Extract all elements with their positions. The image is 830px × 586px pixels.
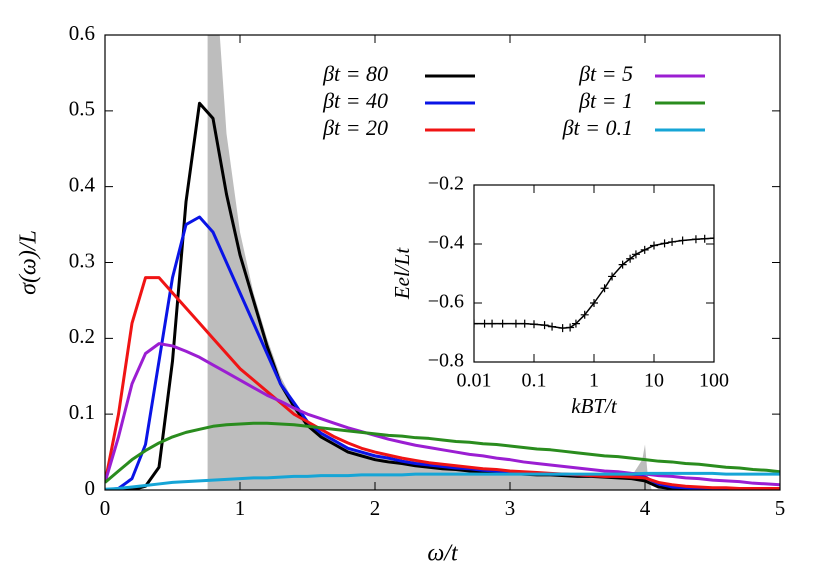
y-tick-label: 0.3 <box>69 248 95 272</box>
marker <box>540 321 549 330</box>
marker <box>691 235 700 244</box>
legend-label: βt = 80 <box>322 61 388 86</box>
x-tick-label: 10 <box>644 370 664 392</box>
marker <box>548 322 557 331</box>
x-tick-label: 1 <box>589 370 599 392</box>
marker <box>571 319 580 328</box>
y-axis-label: σ(ω)/L <box>16 230 42 295</box>
y-tick-label: −0.8 <box>428 350 464 372</box>
marker <box>520 319 529 328</box>
marker <box>566 323 575 332</box>
x-tick-label: 100 <box>699 370 729 392</box>
y-tick-label: 0.4 <box>69 172 96 196</box>
marker <box>488 319 497 328</box>
marker <box>631 250 640 259</box>
marker <box>668 237 677 246</box>
marker <box>700 234 709 243</box>
marker <box>678 236 687 245</box>
plot-area <box>474 234 714 333</box>
marker <box>498 319 507 328</box>
marker <box>590 299 598 307</box>
marker <box>474 319 478 328</box>
legend-label: βt = 20 <box>322 115 388 140</box>
x-tick-label: 0.01 <box>457 370 492 392</box>
marker <box>640 245 649 254</box>
marker <box>608 272 617 281</box>
x-axis-label: ω/t <box>427 541 459 567</box>
line <box>105 276 780 490</box>
marker <box>618 260 627 269</box>
legend-label: βt = 1 <box>578 88 633 113</box>
x-tick-label: 0.1 <box>522 370 547 392</box>
legend-label: βt = 0.1 <box>562 115 633 140</box>
marker <box>626 254 635 263</box>
x-tick-label: 3 <box>505 496 516 520</box>
area <box>207 35 652 490</box>
line <box>105 215 780 490</box>
y-tick-label: 0 <box>85 476 96 500</box>
legend-label: βt = 5 <box>578 61 633 86</box>
y-tick-label: 0.6 <box>69 21 95 45</box>
y-tick-label: 0.2 <box>69 324 95 348</box>
x-tick-label: 4 <box>640 496 651 520</box>
y-axis-label: Eel/Lt <box>390 247 414 300</box>
legend-label: βt = 40 <box>322 88 388 113</box>
line <box>105 342 780 487</box>
x-axis-label: kBT/t <box>571 394 618 418</box>
marker <box>710 234 714 243</box>
marker <box>600 284 609 293</box>
y-tick-label: 0.5 <box>69 97 95 121</box>
x-tick-label: 1 <box>235 496 246 520</box>
plot-area <box>105 35 780 490</box>
y-tick-label: −0.6 <box>428 291 464 313</box>
marker <box>480 319 489 328</box>
line <box>105 421 780 484</box>
marker <box>580 310 589 319</box>
y-tick-label: −0.4 <box>428 232 464 254</box>
x-tick-label: 0 <box>100 496 111 520</box>
y-tick-label: −0.2 <box>428 173 464 195</box>
x-tick-label: 2 <box>370 496 381 520</box>
marker <box>558 324 567 333</box>
marker <box>530 320 538 329</box>
line <box>105 101 780 490</box>
marker <box>650 241 658 250</box>
inset-background <box>474 185 714 362</box>
marker <box>511 319 520 328</box>
x-tick-label: 5 <box>775 496 786 520</box>
y-tick-label: 0.1 <box>69 400 95 424</box>
marker <box>660 239 669 248</box>
line <box>105 471 780 490</box>
